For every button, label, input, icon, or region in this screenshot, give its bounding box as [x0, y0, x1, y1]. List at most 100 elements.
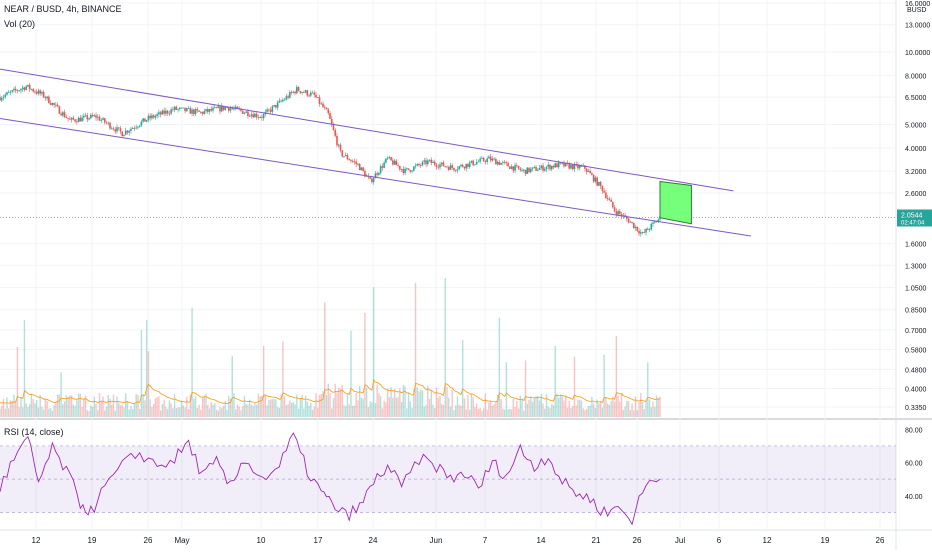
candle-body: [610, 199, 612, 202]
candle-body: [34, 91, 36, 93]
target-box[interactable]: [659, 180, 692, 225]
volume-bar: [533, 398, 535, 417]
candle-body: [474, 164, 476, 166]
volume-bar: [226, 409, 228, 417]
candle-body: [407, 168, 410, 170]
volume-bar: [269, 399, 272, 417]
volume-bar: [180, 400, 183, 417]
volume-legend[interactable]: Vol (20): [4, 19, 36, 29]
candle-body: [89, 114, 92, 119]
candle-body: [262, 114, 265, 119]
volume-bar: [145, 319, 148, 417]
candle-body: [194, 109, 197, 115]
candle-body: [275, 104, 277, 108]
volume-bar: [633, 410, 635, 417]
volume-bar: [34, 403, 36, 417]
volume-bar: [304, 395, 307, 417]
volume-bar: [97, 410, 99, 417]
candle-body: [268, 109, 270, 111]
candle-body: [184, 107, 186, 112]
candle-body: [86, 115, 89, 120]
volume-bar: [470, 393, 473, 417]
price-candles[interactable]: [0, 82, 661, 237]
candle-body: [533, 166, 536, 168]
volume-bar: [9, 400, 12, 417]
volume-bar: [118, 402, 120, 417]
candle-body: [341, 150, 344, 157]
volume-bar: [589, 405, 591, 417]
candle-body: [601, 185, 604, 192]
volume-bar: [182, 405, 185, 417]
volume-bar: [477, 409, 480, 417]
candle-body: [390, 157, 392, 161]
candle-body: [343, 155, 345, 157]
volume-bar: [503, 409, 506, 417]
candle-body: [561, 162, 564, 164]
candle-body: [213, 107, 216, 109]
candle-body: [545, 166, 548, 169]
volume-bar: [208, 408, 211, 417]
candle-body: [414, 165, 417, 167]
volume-bar: [448, 397, 450, 417]
candle-body: [84, 115, 87, 117]
volume-bar: [306, 401, 309, 417]
candle-body: [502, 162, 504, 163]
volume-bar: [392, 397, 394, 417]
volume-bar: [643, 409, 645, 417]
volume-bar: [240, 410, 242, 417]
volume-bar: [221, 408, 223, 417]
candle-body: [526, 167, 529, 174]
candle-body: [250, 114, 253, 117]
price-tick-label: 0.4800: [905, 367, 927, 374]
candle-body: [112, 128, 115, 130]
candle-body: [449, 165, 452, 170]
candle-body: [344, 154, 347, 156]
volume-bar: [119, 405, 122, 417]
price-tick-label: 0.5800: [905, 348, 927, 355]
volume-bar: [350, 330, 352, 417]
price-tick-label: 0.8500: [905, 308, 927, 315]
candle-body: [467, 163, 469, 167]
candle-body: [119, 128, 122, 132]
symbol-title[interactable]: NEAR / BUSD, 4h, BINANCE: [4, 4, 122, 14]
volume-bar: [65, 394, 68, 417]
volume-bar: [556, 393, 558, 417]
volume-bar: [324, 302, 326, 417]
volume-bar: [453, 410, 455, 417]
volume-bar: [28, 404, 31, 417]
channel-lines[interactable]: [0, 68, 751, 237]
candle-body: [543, 168, 546, 171]
candle-body: [81, 117, 83, 122]
volume-bar: [582, 408, 584, 417]
candle-body: [63, 112, 66, 118]
volume-bar: [558, 397, 560, 417]
candle-body: [468, 162, 471, 167]
candle-body: [426, 160, 429, 165]
volume-bar: [259, 396, 261, 417]
volume-bar: [212, 404, 214, 417]
target-zone: [659, 180, 692, 225]
volume-bar: [531, 401, 534, 417]
candle-body: [517, 165, 520, 169]
volume-bar: [482, 408, 485, 417]
volume-bar: [112, 394, 115, 417]
candle-body: [248, 115, 251, 117]
candle-body: [323, 107, 326, 109]
time-tick-label: 26: [144, 536, 153, 545]
candle-body: [103, 118, 106, 123]
rsi-legend[interactable]: RSI (14, close): [4, 427, 64, 437]
candle-body: [379, 166, 382, 173]
volume-bar: [121, 404, 123, 417]
volume-bar: [142, 394, 144, 417]
volume-bar: [612, 396, 614, 417]
volume-bar: [659, 396, 661, 417]
candle-body: [458, 166, 461, 170]
candle-body: [0, 97, 1, 101]
candle-body: [154, 115, 157, 118]
candle-body: [439, 164, 441, 168]
rsi-tick-label: 60.00: [905, 461, 923, 468]
candle-body: [589, 170, 591, 174]
candle-body: [72, 117, 75, 120]
